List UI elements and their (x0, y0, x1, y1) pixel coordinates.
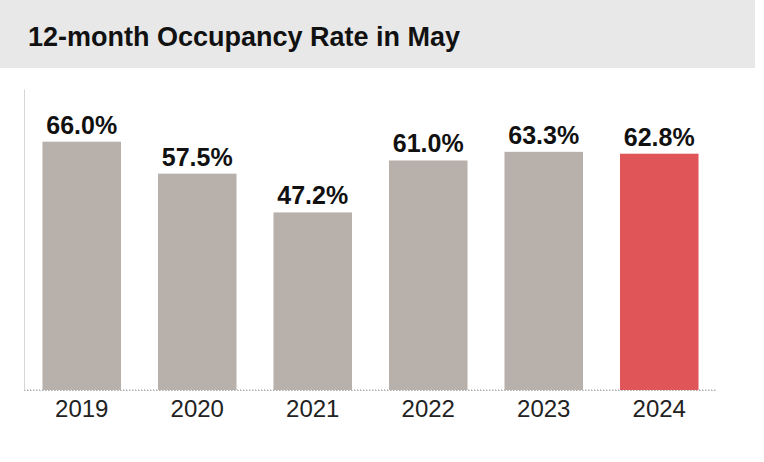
bar (158, 174, 237, 390)
bars (42, 142, 698, 390)
x-axis: 2019 2020 2021 2022 2023 2024 (25, 391, 718, 423)
x-tick-label: 2021 (286, 395, 339, 422)
x-tick: 2021 (286, 395, 339, 422)
title-banner (0, 0, 755, 68)
bar (504, 152, 583, 390)
bar (42, 142, 121, 390)
x-tick: 2020 (171, 395, 224, 422)
grid (24, 390, 717, 391)
data-label: 61.0% (393, 129, 464, 157)
data-labels: 66.0% 57.5% 47.2% 61.0% 63.3% 62.8% (46, 111, 694, 210)
x-tick-label: 2022 (402, 395, 455, 422)
x-tick-label: 2020 (171, 395, 224, 422)
data-label: 57.5% (162, 143, 233, 171)
x-tick: 2022 (402, 395, 455, 422)
bar (389, 160, 468, 390)
x-tick-label: 2024 (633, 395, 686, 422)
x-tick: 2023 (517, 395, 570, 422)
chart: 12-month Occupancy Rate in May2019202020… (0, 0, 764, 462)
data-label: 47.2% (277, 181, 348, 209)
bar (620, 154, 699, 390)
y-axis (24, 90, 26, 391)
title: 12-month Occupancy Rate in May (28, 22, 460, 52)
data-label: 66.0% (46, 111, 117, 139)
x-tick: 2019 (55, 395, 108, 422)
bar (273, 212, 352, 390)
y-axis-line (24, 90, 25, 391)
x-axis-line (25, 390, 718, 391)
x-tick-label: 2019 (55, 395, 108, 422)
grid-line (24, 390, 717, 391)
x-tick: 2024 (633, 395, 686, 422)
data-label: 63.3% (508, 121, 579, 149)
x-tick-label: 2023 (517, 395, 570, 422)
data-label: 62.8% (624, 123, 695, 151)
